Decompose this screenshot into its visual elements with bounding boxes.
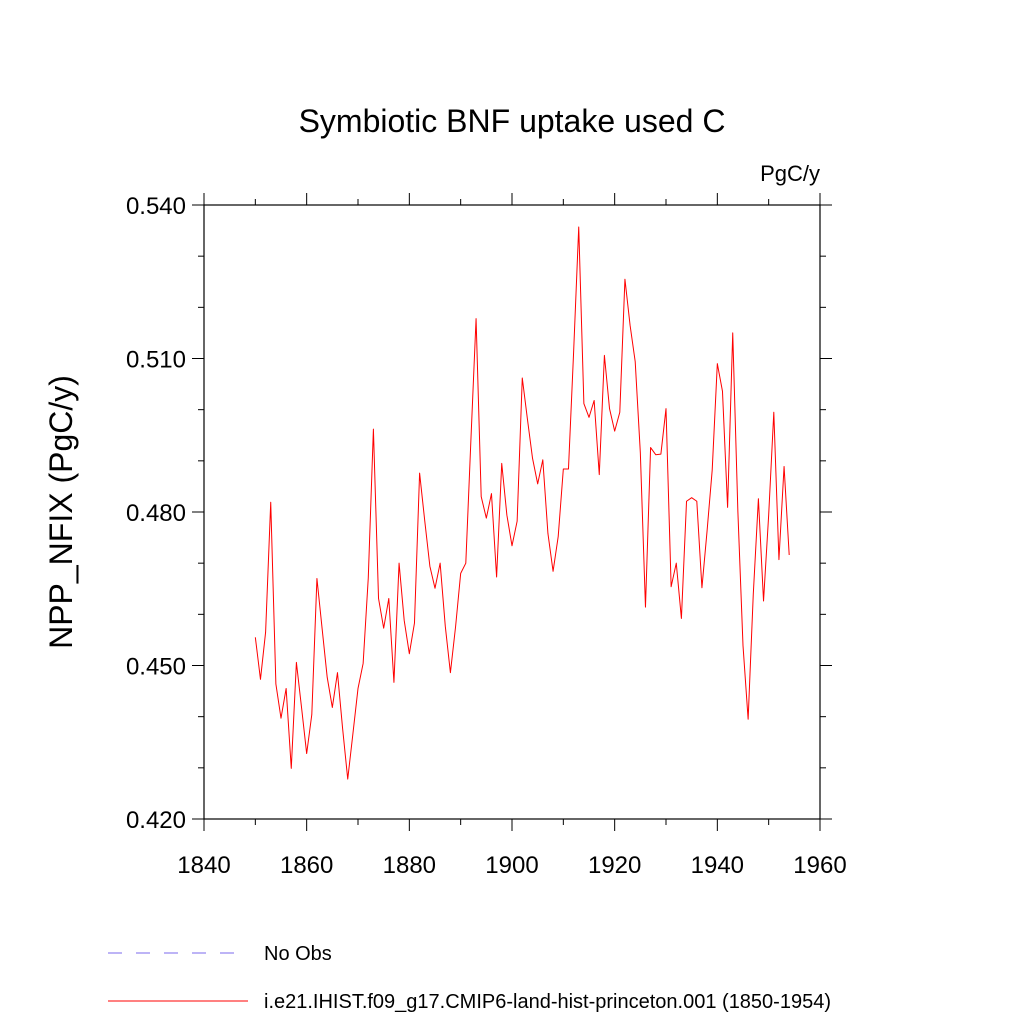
x-axis-ticks: 1840 1860 1880 1900 1920 1940 1960 — [177, 193, 847, 879]
x-tick-label: 1880 — [383, 852, 436, 879]
x-tick-label: 1900 — [485, 852, 538, 879]
units-label: PgC/y — [760, 161, 820, 186]
y-axis-ticks: 0.420 0.450 0.480 0.510 0.540 — [126, 193, 832, 834]
y-tick-label: 0.420 — [126, 807, 186, 834]
x-tick-label: 1840 — [177, 852, 230, 879]
series-line — [254, 226, 790, 780]
legend: No Obs i.e21.IHIST.f09_g17.CMIP6-land-hi… — [108, 943, 831, 1013]
y-tick-label: 0.480 — [126, 500, 186, 527]
x-tick-label: 1940 — [691, 852, 744, 879]
series-layer — [254, 226, 790, 780]
legend-label-model-run: i.e21.IHIST.f09_g17.CMIP6-land-hist-prin… — [264, 991, 831, 1013]
y-tick-label: 0.510 — [126, 347, 186, 374]
plot-frame — [203, 204, 821, 820]
chart-title: Symbiotic BNF uptake used C — [299, 103, 726, 139]
x-tick-label: 1920 — [588, 852, 641, 879]
y-axis-label: NPP_NFIX (PgC/y) — [43, 375, 79, 649]
legend-label-no-obs: No Obs — [264, 943, 332, 965]
x-tick-label: 1860 — [280, 852, 333, 879]
y-tick-label: 0.540 — [126, 193, 186, 220]
x-tick-label: 1960 — [793, 852, 846, 879]
y-tick-label: 0.450 — [126, 654, 186, 681]
